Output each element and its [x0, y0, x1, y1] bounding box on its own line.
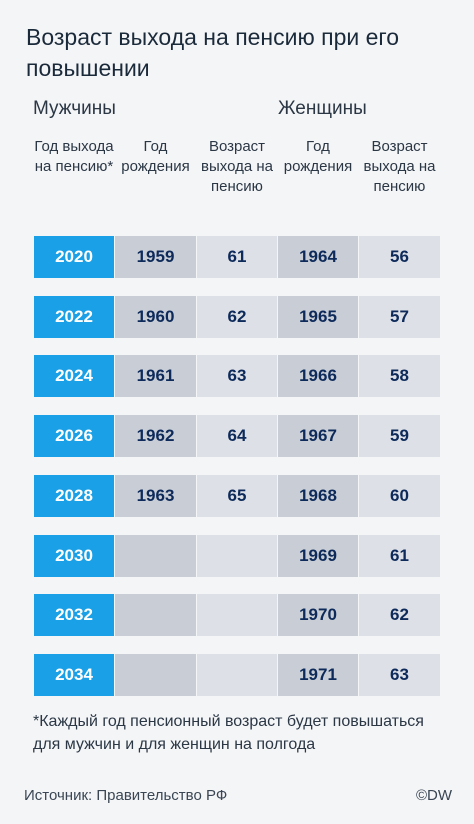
- table-cell: 1968: [278, 474, 358, 517]
- table-cell: [115, 534, 196, 577]
- table-cell: 57: [359, 295, 440, 338]
- year-cell: 2034: [34, 653, 114, 696]
- column-header: Год выхода на пенсию*: [34, 138, 114, 175]
- table-cell: [197, 653, 277, 696]
- table-cell: [115, 594, 196, 637]
- source: Источник: Правительство РФ: [24, 787, 228, 804]
- group-header: Мужчины: [33, 98, 116, 119]
- table-cell: 56: [359, 236, 440, 278]
- table-cell: 64: [197, 415, 277, 458]
- table-cell: 61: [359, 534, 440, 577]
- column-header: Возраст выхода на пенсию: [363, 138, 436, 195]
- footnote: *Каждый год пенсионный возраст будет пов…: [33, 713, 424, 753]
- table-cell: 65: [197, 474, 277, 517]
- table-cell: 1960: [115, 295, 196, 338]
- table-cell: 1963: [115, 474, 196, 517]
- year-cell: 2030: [34, 534, 114, 577]
- year-cell: 2020: [34, 236, 114, 278]
- table-cell: 62: [359, 594, 440, 637]
- year-cell: 2026: [34, 415, 114, 458]
- year-cell: 2028: [34, 474, 114, 517]
- table-cell: 60: [359, 474, 440, 517]
- year-cell: 2022: [34, 295, 114, 338]
- table-cell: 1965: [278, 295, 358, 338]
- table-cell: 1967: [278, 415, 358, 458]
- table-cell: 1962: [115, 415, 196, 458]
- table-cell: 1966: [278, 355, 358, 398]
- table-cell: [197, 594, 277, 637]
- table-cell: 1970: [278, 594, 358, 637]
- table-cell: 1971: [278, 653, 358, 696]
- title: Возраст выхода на пенсию при его повышен…: [26, 24, 400, 81]
- column-header: Год рождения: [283, 138, 353, 175]
- year-cell: 2032: [34, 594, 114, 637]
- table-cell: 59: [359, 415, 440, 458]
- table-cell: [115, 653, 196, 696]
- table-cell: 58: [359, 355, 440, 398]
- year-cell: 2024: [34, 355, 114, 398]
- table-cell: 63: [197, 355, 277, 398]
- credit: ©DW: [415, 787, 452, 804]
- group-header: Женщины: [278, 98, 367, 119]
- table-cell: 1959: [115, 236, 196, 278]
- table-cell: 1961: [115, 355, 196, 398]
- table-cell: 61: [197, 236, 277, 278]
- table-cell: 1969: [278, 534, 358, 577]
- table-cell: 62: [197, 295, 277, 338]
- column-header: Год рождения: [121, 138, 190, 175]
- table-cell: 1964: [278, 236, 358, 278]
- table-cell: [197, 534, 277, 577]
- column-header: Возраст выхода на пенсию: [201, 138, 273, 195]
- table-cell: 63: [359, 653, 440, 696]
